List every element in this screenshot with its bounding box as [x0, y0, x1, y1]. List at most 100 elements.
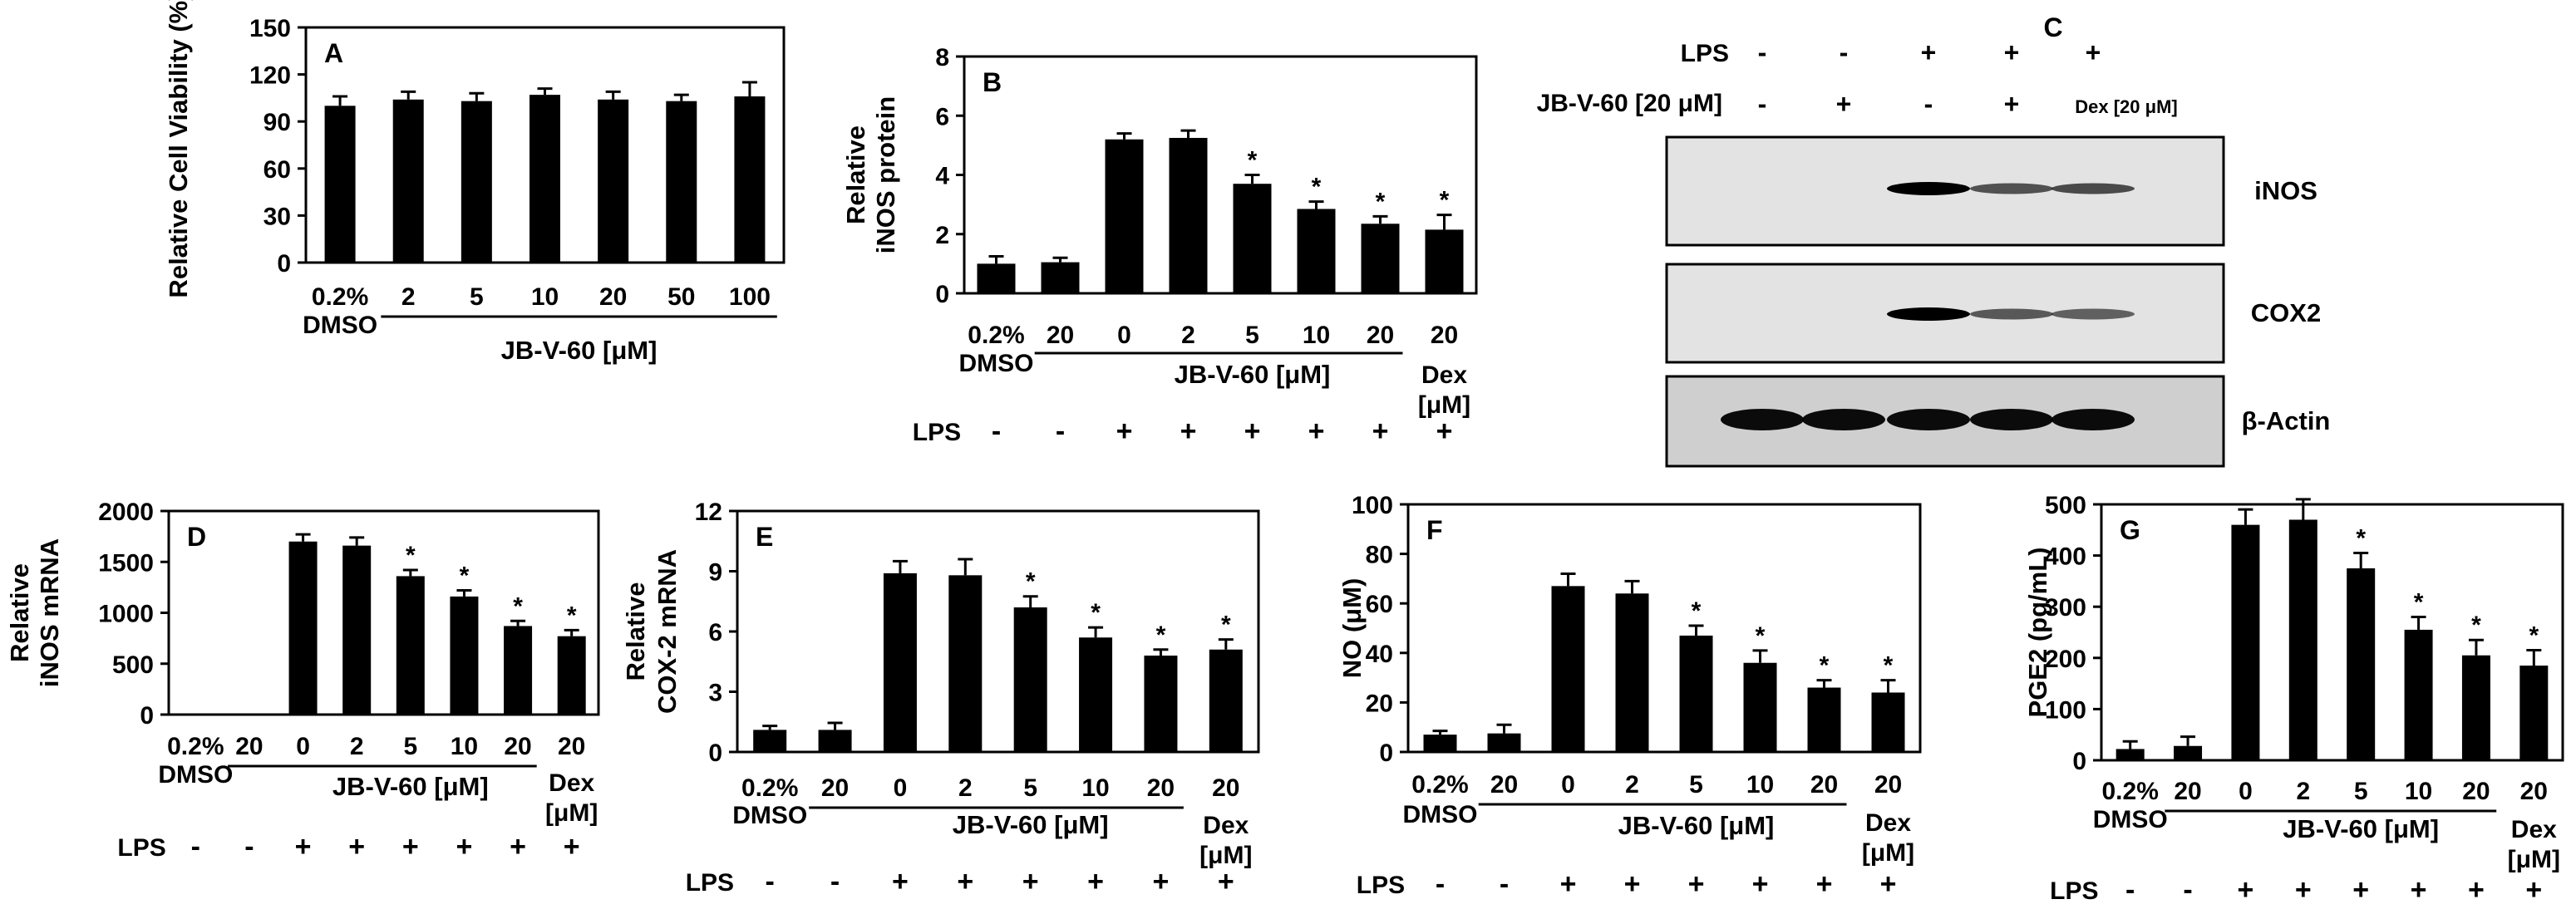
x-category-label: 0.2% — [741, 774, 798, 802]
y-tick-label: 20 — [1366, 690, 1393, 717]
significance-star: * — [1026, 568, 1036, 596]
x-category-label: 0 — [894, 774, 908, 802]
y-tick-label: 400 — [2045, 543, 2086, 571]
lps-sign: - — [766, 866, 775, 897]
x-category-label: 2 — [350, 733, 364, 760]
treatment-label: JB-V-60 [20 μM] — [1537, 90, 1722, 117]
significance-star: * — [1692, 597, 1702, 625]
y-tick-label: 40 — [1366, 641, 1393, 668]
x-category-label: 100 — [729, 283, 771, 311]
x-category-label: 20 — [2174, 778, 2201, 805]
y-tick-label: 6 — [708, 619, 722, 646]
y-tick-label: 100 — [1352, 492, 1393, 519]
significance-star: * — [1756, 622, 1766, 650]
panel-letter: A — [324, 38, 343, 68]
x-category-label: 0 — [2239, 778, 2253, 805]
significance-star: * — [406, 542, 416, 569]
x-category-label: 20 — [2520, 778, 2548, 805]
group-label: JB-V-60 [μM] — [2283, 814, 2439, 843]
lps-sign: + — [402, 831, 419, 862]
x-category-label: 5 — [1245, 322, 1259, 349]
x-category-label: 0.2% — [968, 322, 1024, 349]
group-label: JB-V-60 [μM] — [332, 772, 489, 801]
dex-label: Dex — [1421, 361, 1467, 389]
y-axis-label: COX-2 mRNA — [653, 549, 682, 714]
lps-sign: + — [1816, 868, 1833, 900]
x-category-label: 20 — [1810, 771, 1838, 799]
x-category-label: 5 — [1689, 771, 1703, 799]
lps-sign: + — [1752, 868, 1769, 900]
panel-letter: F — [1426, 515, 1443, 545]
dex-label: Dex — [1865, 809, 1911, 837]
y-tick-label: 0 — [935, 281, 949, 308]
y-tick-label: 100 — [2045, 696, 2086, 724]
chart-b: B 0 2 4 6 8 Relative iNOS protein 0.2% 20 0 2 * 5 * 10 *… — [841, 44, 1478, 447]
protein-band — [1802, 409, 1885, 430]
group-label: JB-V-60 [μM] — [1618, 811, 1775, 840]
x-category-label: 20 — [2462, 778, 2490, 805]
plot-frame — [1406, 503, 1922, 754]
bar — [1615, 593, 1649, 752]
blot-label: COX2 — [2251, 298, 2321, 327]
dex-label: [μM] — [1418, 391, 1470, 419]
lps-sign: - — [1840, 37, 1849, 67]
bar — [1743, 662, 1777, 752]
y-tick-label: 0 — [140, 702, 154, 730]
lps-sign: + — [957, 866, 973, 897]
bar — [948, 575, 983, 752]
significance-star: * — [1248, 147, 1258, 174]
significance-star: * — [1440, 187, 1450, 214]
treatment-sign: - — [1758, 89, 1767, 119]
protein-band — [1970, 308, 2053, 320]
bar — [818, 730, 852, 752]
protein-band — [1721, 409, 1804, 430]
dex-label: [μM] — [545, 799, 598, 827]
bar — [396, 576, 425, 715]
protein-band — [1970, 409, 2053, 430]
lps-sign: + — [510, 831, 526, 862]
y-tick-label: 80 — [1366, 542, 1393, 569]
bar — [2231, 524, 2260, 760]
bar — [734, 96, 766, 263]
dmso-label: DMSO — [2093, 806, 2168, 833]
dex-label: Dex — [1203, 812, 1249, 839]
dex-label: [μM] — [1862, 839, 1914, 867]
bar — [2519, 666, 2549, 760]
dex-label: Dex — [2511, 816, 2557, 843]
lps-sign: + — [2411, 874, 2427, 906]
panel-c-western-blot: C LPS - - + + + JB-V-60 [20 μM] - + - + Dex [20 μM] i… — [1537, 12, 2330, 468]
bar — [324, 106, 356, 263]
blot-cox2: COX2 — [1665, 263, 2321, 364]
lps-sign: + — [2086, 37, 2101, 67]
y-tick-label: 0 — [1379, 740, 1393, 767]
y-tick-label: 4 — [935, 163, 949, 190]
bar — [1425, 229, 1464, 293]
dex-label: [μM] — [2508, 846, 2560, 873]
x-category-label: 20 — [1367, 322, 1394, 349]
dmso-label: DMSO — [732, 802, 807, 829]
lps-sign: - — [1500, 868, 1509, 900]
y-tick-label: 500 — [112, 651, 154, 679]
x-category-label: 0.2% — [312, 283, 368, 311]
significance-star: * — [2414, 589, 2424, 617]
bar — [1233, 184, 1272, 293]
significance-star: * — [1312, 174, 1322, 201]
group-label: JB-V-60 [μM] — [501, 336, 658, 365]
x-category-label: 5 — [1023, 774, 1037, 802]
y-tick-label: 200 — [2045, 646, 2086, 673]
lps-sign: + — [1880, 868, 1897, 900]
y-tick-label: 300 — [2045, 594, 2086, 622]
lps-sign: - — [2183, 874, 2192, 906]
x-category-label: 10 — [1081, 774, 1109, 802]
bar — [1041, 262, 1080, 293]
y-tick-label: 1000 — [98, 601, 154, 628]
bar — [2461, 655, 2490, 760]
lps-sign: - — [1056, 415, 1065, 447]
protein-band — [1887, 182, 1970, 195]
significance-star: * — [1820, 652, 1830, 680]
blot-inos: iNOS — [1665, 135, 2317, 247]
bar — [288, 541, 318, 715]
significance-star: * — [1221, 612, 1231, 639]
